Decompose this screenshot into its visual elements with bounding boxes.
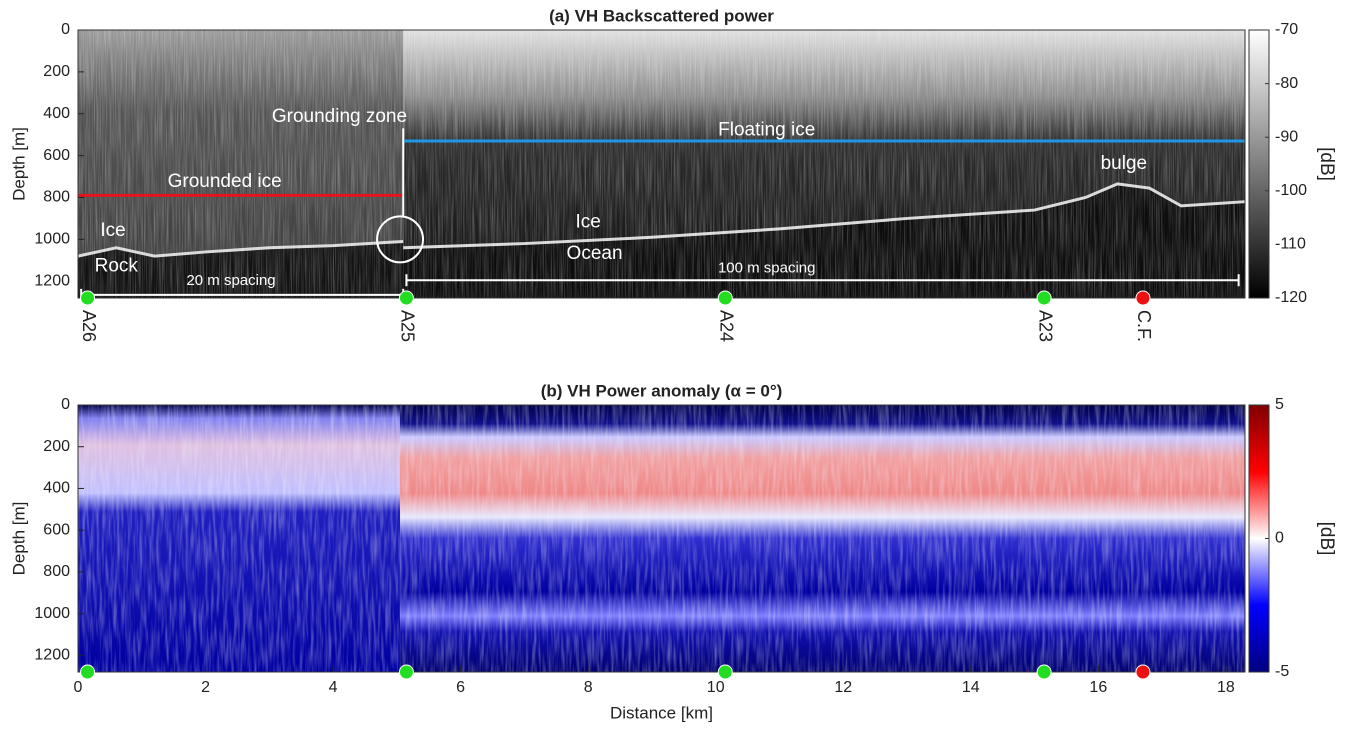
annotation: Ocean [567,243,623,264]
station-marker [1135,290,1151,306]
y-tick-label: 0 [61,21,70,38]
annotation: Grounding zone [272,106,407,127]
annotation: Rock [95,256,139,277]
colorbar-label: [dB] [1316,522,1337,556]
annotation: 20 m spacing [186,272,275,289]
annotation: 100 m spacing [718,260,816,277]
station-marker [398,664,414,680]
station-marker [398,290,414,306]
station-marker [80,664,96,680]
x-tick-label: 16 [1089,679,1107,696]
station-label: A23 [1035,310,1055,342]
x-tick-label: 8 [584,679,593,696]
station-label: A24 [717,310,737,342]
y-tick-label: 1000 [34,231,70,248]
y-tick-label: 600 [43,521,70,538]
plot-frame [77,404,1246,673]
y-tick-label: 400 [43,480,70,497]
colorbar-tick-label: -80 [1275,75,1298,92]
y-axis-label: Depth [m] [9,127,28,201]
annotation: Grounded ice [168,171,282,192]
grounding-circle [376,215,425,264]
colorbar-tick-label: -5 [1275,663,1289,680]
annotation: bulge [1101,153,1148,174]
station-label: A25 [398,310,418,342]
speckle [78,405,1245,672]
panel-title: (b) VH Power anomaly (α = 0°) [541,381,783,400]
y-tick-label: 1200 [34,647,70,664]
station-label: C.F. [1134,310,1154,342]
x-tick-label: 10 [707,679,725,696]
y-tick-label: 1200 [34,272,70,289]
x-tick-label: 2 [201,679,210,696]
speckle [78,30,1245,298]
y-tick-label: 0 [61,396,70,413]
panel-title: (a) VH Backscattered power [549,6,774,25]
annotation: Ice [100,220,125,241]
y-tick-label: 800 [43,189,70,206]
x-tick-label: 6 [456,679,465,696]
y-tick-label: 200 [43,438,70,455]
colorbar-tick-label: 0 [1275,530,1284,547]
station-marker [717,290,733,306]
x-tick-label: 4 [329,679,338,696]
annotation: Ice [575,212,600,233]
y-axis-label: Depth [m] [9,502,28,576]
y-tick-label: 600 [43,147,70,164]
colorbar-tick-label: 5 [1275,396,1284,413]
colorbar-tick-label: -120 [1275,289,1307,306]
annotation: Floating ice [718,120,815,141]
station-marker [1135,664,1151,680]
colorbar-tick-label: -90 [1275,128,1298,145]
station-marker [80,290,96,306]
x-tick-label: 0 [74,679,83,696]
station-marker [1036,664,1052,680]
x-tick-label: 14 [962,679,980,696]
station-marker [1036,290,1052,306]
x-tick-label: 18 [1217,679,1235,696]
y-tick-label: 800 [43,563,70,580]
station-label: A26 [79,310,99,342]
plot-frame [77,29,1246,299]
y-tick-label: 400 [43,105,70,122]
colorbar-label: [dB] [1316,147,1337,181]
station-marker [717,664,733,680]
colorbar-tick-label: -70 [1275,21,1298,38]
colorbar-tick-label: -100 [1275,182,1307,199]
y-tick-label: 200 [43,63,70,80]
y-tick-label: 1000 [34,605,70,622]
x-axis-label: Distance [km] [610,703,713,722]
colorbar [1248,29,1270,299]
x-tick-label: 12 [834,679,852,696]
colorbar-tick-label: -110 [1275,236,1306,253]
